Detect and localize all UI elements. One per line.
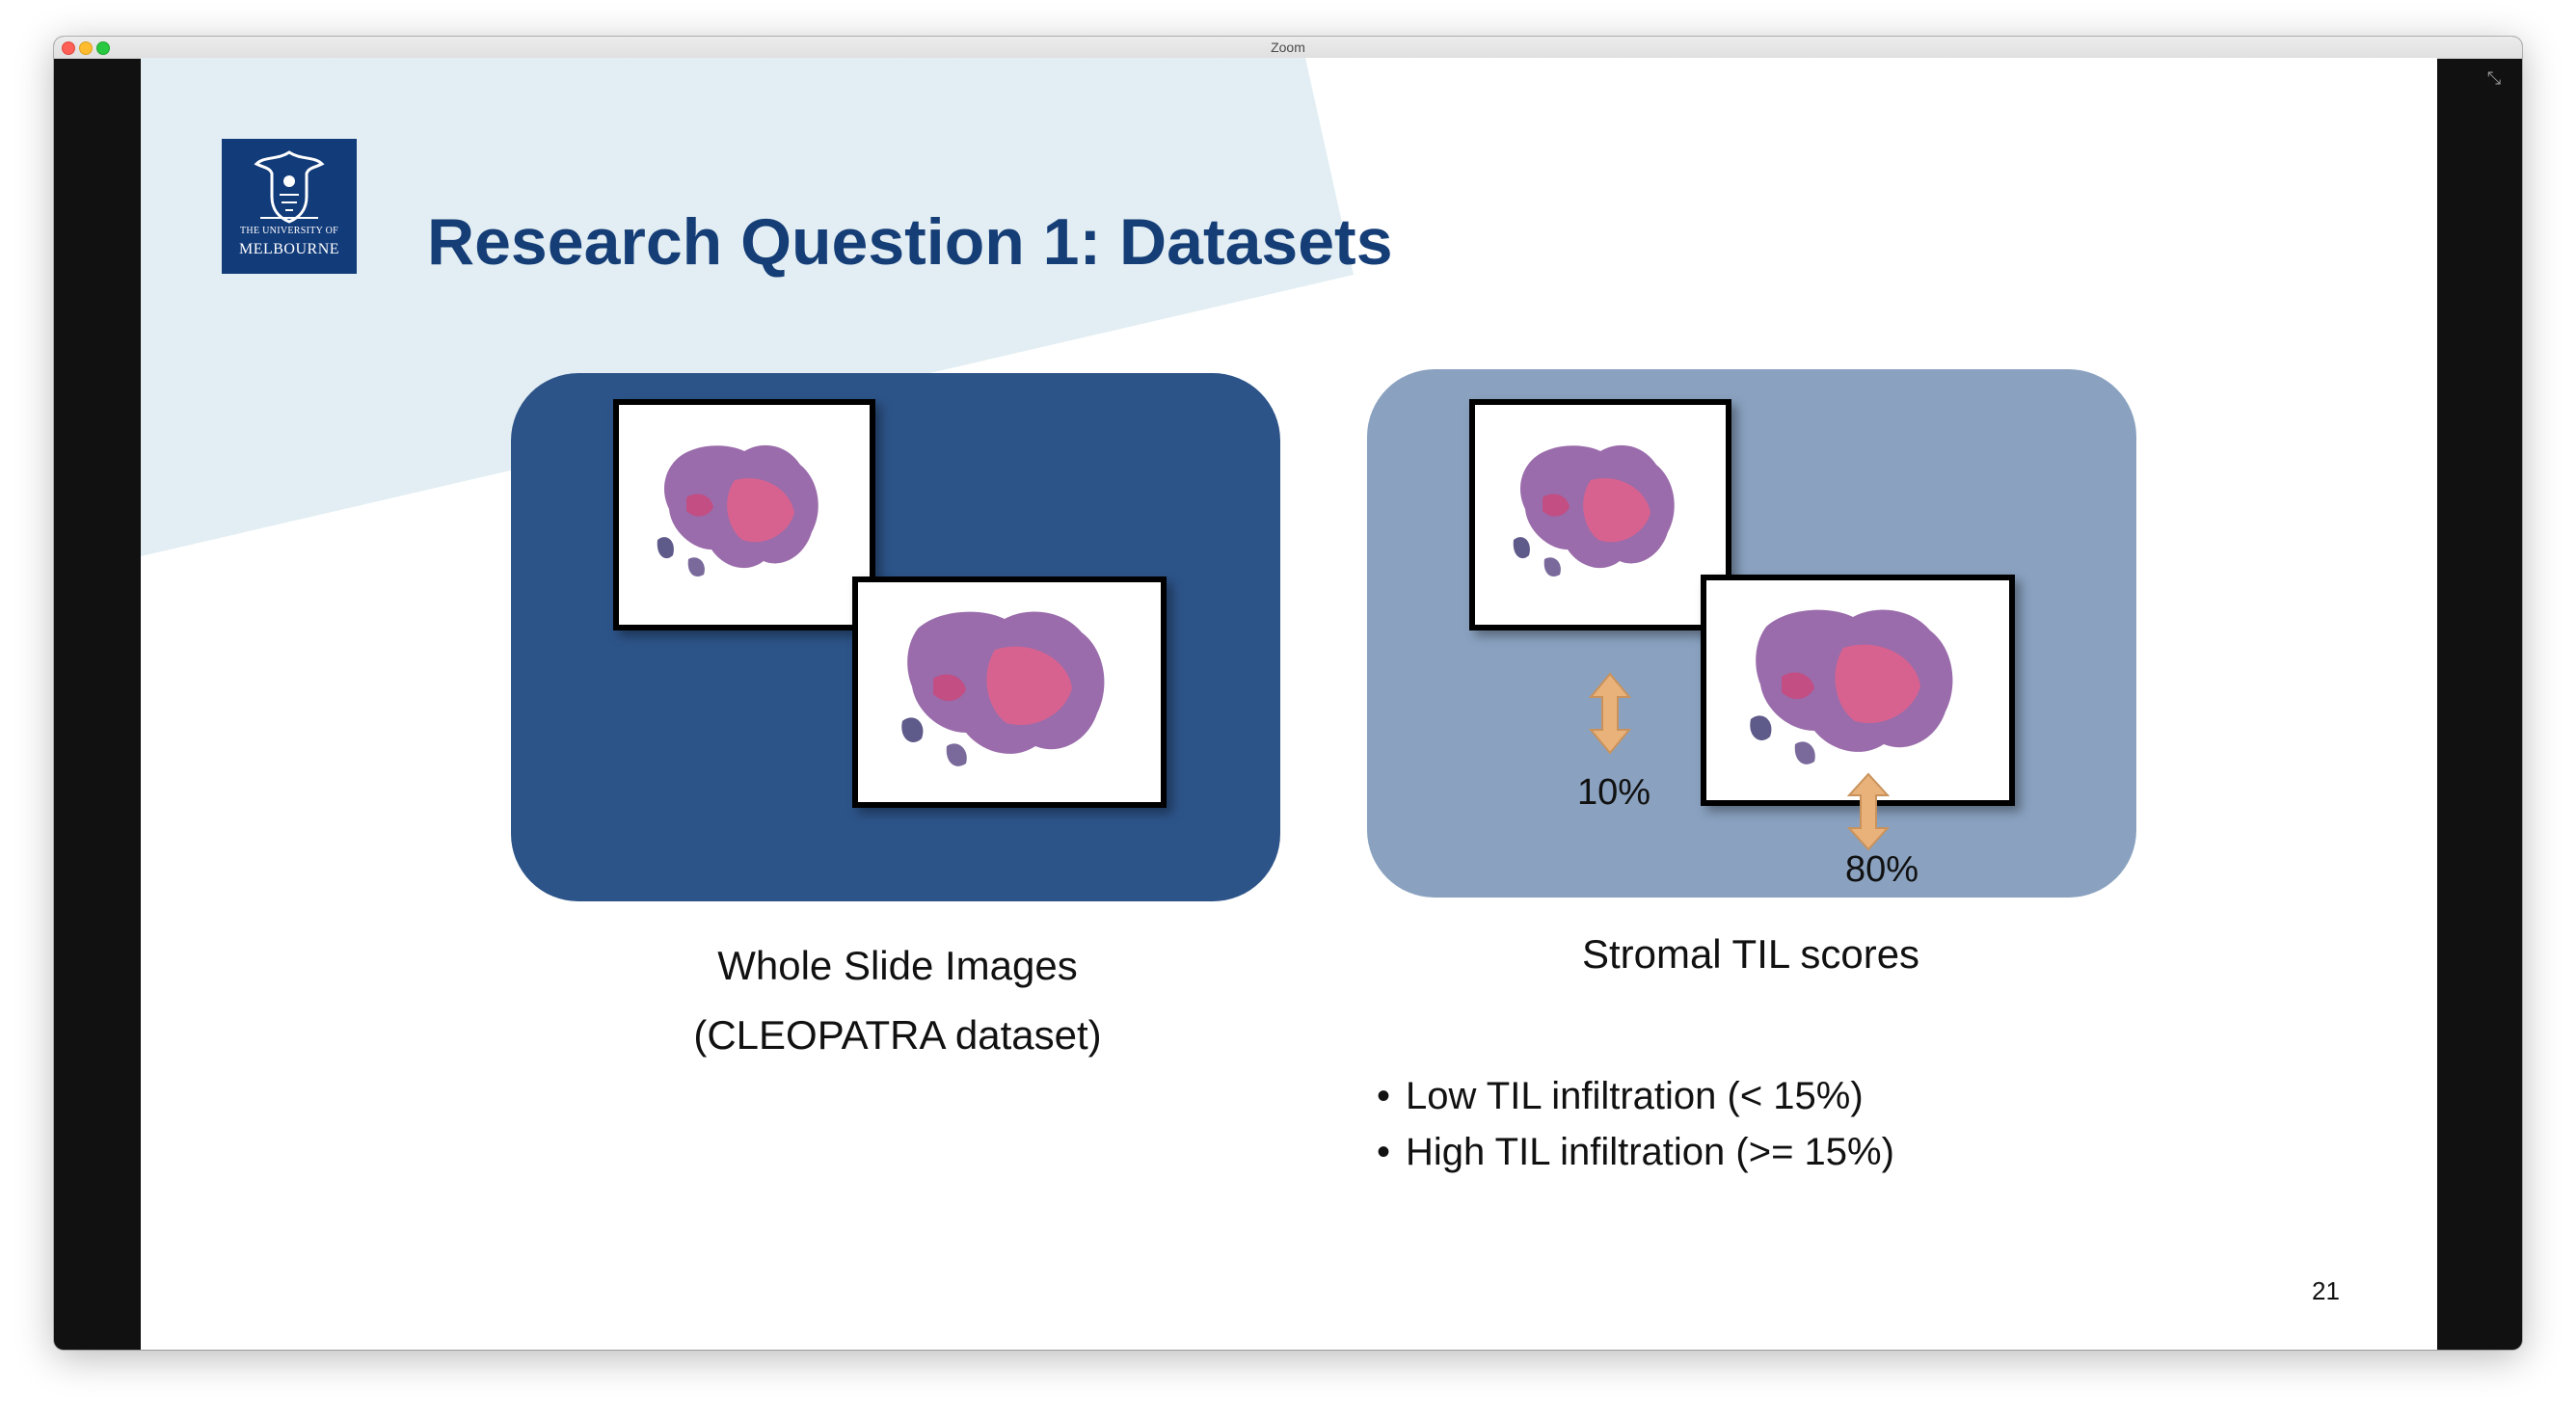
slide-image-1 [613,399,875,630]
stromal-til-scores-panel: 10% 80% [1367,369,2136,898]
list-item: • Low TIL infiltration (< 15%) [1377,1075,1864,1117]
presentation-slide: THE UNIVERSITY OF MELBOURNE Research Que… [141,58,2437,1350]
window-title: Zoom [1271,40,1305,55]
double-arrow-icon [1847,772,1890,851]
caption-stromal-til-scores: Stromal TIL scores [1581,931,1920,977]
slide-image-4 [1701,575,2015,806]
double-arrow-icon [1589,672,1631,755]
minimize-window-button[interactable] [79,41,93,55]
bullet-text: High TIL infiltration (>= 15%) [1406,1131,1894,1173]
slide-image-3 [1469,399,1731,630]
zoom-window: Zoom ⤡ THE UNIVERSITY OF MELBOURNE Resea… [54,37,2522,1350]
close-window-button[interactable] [62,41,75,55]
window-titlebar: Zoom [54,37,2522,59]
caption-cleopatra-dataset: (CLEOPATRA dataset) [693,1012,1102,1058]
logo-text-line2: MELBOURNE [238,241,340,257]
whole-slide-images-panel [511,373,1280,901]
fullscreen-icon[interactable]: ⤡ [2486,68,2502,88]
list-item: • High TIL infiltration (>= 15%) [1377,1131,1894,1173]
til-score-10: 10% [1577,772,1651,813]
bullet-text: Low TIL infiltration (< 15%) [1406,1075,1864,1117]
til-score-80: 80% [1845,849,1919,890]
university-crest-icon [254,150,325,224]
slide-title: Research Question 1: Datasets [427,205,1393,279]
background-shape [141,58,1354,556]
maximize-window-button[interactable] [96,41,110,55]
caption-whole-slide-images: Whole Slide Images [717,943,1078,988]
slide-page-number: 21 [2312,1276,2340,1305]
slide-image-2 [852,576,1167,808]
university-logo: THE UNIVERSITY OF MELBOURNE [222,139,357,274]
logo-text-line1: THE UNIVERSITY OF [240,226,338,236]
til-infiltration-list: • Low TIL infiltration (< 15%) • High TIL … [1377,1068,1894,1180]
